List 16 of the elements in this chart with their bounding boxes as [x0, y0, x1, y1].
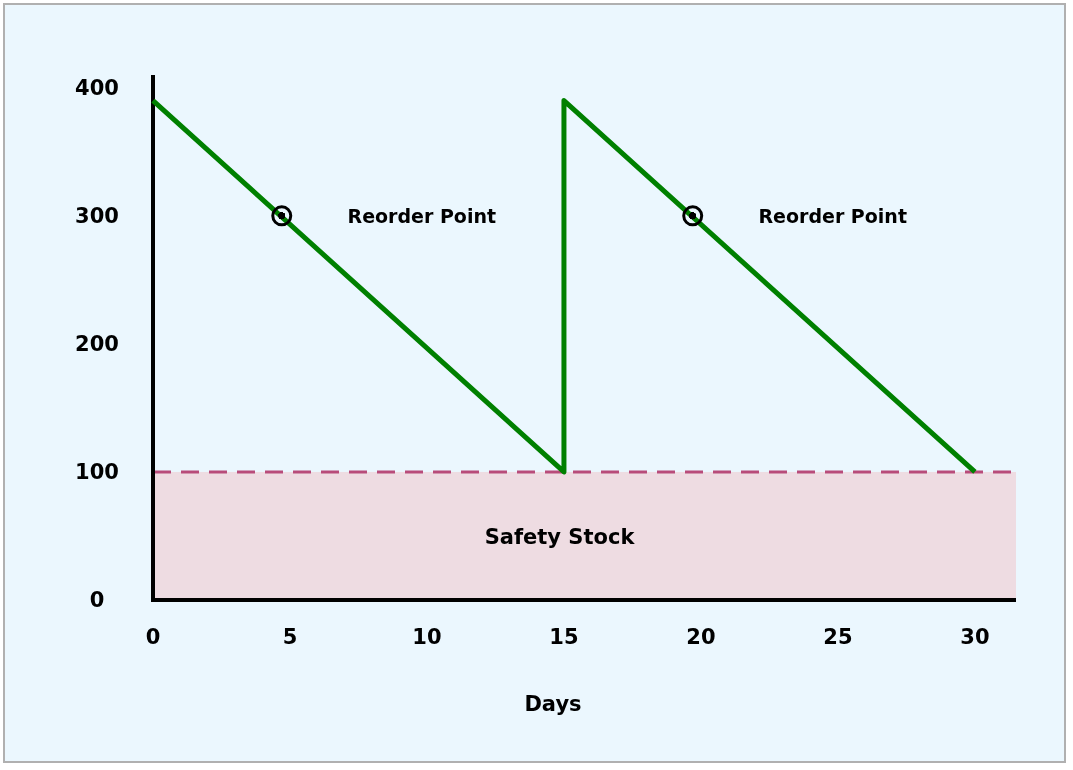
- x-tick-label: 20: [686, 625, 716, 649]
- x-tick-label: 25: [823, 625, 853, 649]
- y-tick-label: 0: [89, 588, 105, 613]
- y-tick-label: 100: [75, 460, 119, 485]
- x-axis-title: Days: [524, 692, 582, 716]
- x-tick-label: 5: [282, 625, 298, 649]
- y-tick-label: 300: [75, 204, 119, 229]
- y-tick-label: 200: [75, 332, 119, 357]
- y-tick-label: 400: [75, 76, 119, 101]
- annotation: Reorder Point: [347, 204, 497, 227]
- x-tick-label: 10: [412, 625, 442, 649]
- band-label: Safety Stock: [484, 524, 636, 549]
- x-tick-label: 15: [549, 625, 579, 649]
- annotation: Reorder Point: [758, 204, 907, 227]
- x-tick-label: 30: [960, 625, 990, 649]
- x-tick-label: 0: [145, 625, 161, 649]
